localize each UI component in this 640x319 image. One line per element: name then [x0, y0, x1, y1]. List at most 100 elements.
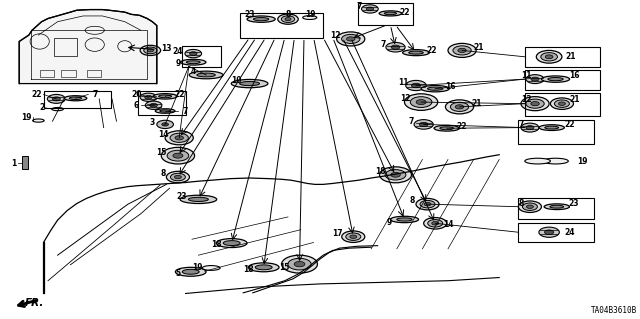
Text: TA04B3610B: TA04B3610B: [591, 306, 637, 315]
Text: 21: 21: [471, 99, 481, 108]
Text: 19: 19: [577, 157, 588, 166]
Text: 4: 4: [191, 67, 196, 76]
Text: 20: 20: [131, 90, 141, 99]
Text: 22: 22: [174, 90, 184, 99]
Circle shape: [424, 203, 431, 206]
Circle shape: [559, 102, 565, 105]
Circle shape: [380, 167, 412, 183]
Circle shape: [550, 98, 573, 109]
Text: 18: 18: [375, 167, 385, 176]
Circle shape: [451, 102, 468, 111]
Text: FR.: FR.: [24, 298, 44, 308]
Text: 7: 7: [92, 90, 97, 99]
Circle shape: [157, 120, 173, 129]
Circle shape: [346, 233, 361, 241]
Circle shape: [366, 7, 374, 11]
Circle shape: [390, 172, 401, 177]
Circle shape: [531, 77, 539, 81]
Text: 22: 22: [399, 8, 410, 17]
Circle shape: [453, 46, 471, 55]
Circle shape: [414, 120, 433, 129]
Text: 21: 21: [570, 95, 580, 104]
Ellipse shape: [160, 110, 170, 112]
Circle shape: [285, 18, 291, 21]
Text: 7: 7: [183, 107, 188, 115]
Ellipse shape: [548, 78, 563, 81]
Text: 21: 21: [474, 43, 484, 52]
Circle shape: [458, 48, 467, 53]
Text: 7: 7: [408, 117, 413, 126]
Text: 18: 18: [211, 241, 221, 249]
Bar: [525, 93, 600, 116]
Circle shape: [527, 205, 533, 208]
Ellipse shape: [390, 216, 419, 223]
Ellipse shape: [541, 76, 570, 82]
Bar: [138, 91, 186, 115]
Ellipse shape: [539, 125, 564, 130]
Text: 14: 14: [158, 130, 168, 139]
Ellipse shape: [64, 96, 87, 101]
Circle shape: [288, 258, 311, 270]
Circle shape: [173, 153, 183, 158]
Text: 13: 13: [161, 44, 172, 53]
Ellipse shape: [239, 82, 260, 86]
Circle shape: [161, 147, 195, 164]
Circle shape: [518, 201, 541, 212]
Bar: [518, 120, 594, 144]
Bar: [61, 70, 76, 77]
Circle shape: [362, 5, 378, 13]
Text: 5: 5: [175, 269, 180, 278]
Text: 15: 15: [156, 148, 166, 157]
Circle shape: [282, 255, 317, 273]
Circle shape: [445, 100, 474, 114]
Text: 23: 23: [177, 192, 187, 201]
Text: 23: 23: [244, 10, 255, 19]
Circle shape: [545, 55, 553, 59]
Circle shape: [541, 53, 557, 61]
Ellipse shape: [52, 108, 63, 111]
Ellipse shape: [434, 125, 460, 131]
Circle shape: [536, 50, 562, 63]
Text: 16: 16: [570, 71, 580, 80]
Circle shape: [175, 175, 181, 179]
Circle shape: [522, 203, 538, 211]
Ellipse shape: [255, 265, 272, 270]
Ellipse shape: [440, 127, 454, 130]
Text: 9: 9: [387, 218, 392, 227]
Ellipse shape: [403, 49, 429, 56]
Text: 7: 7: [380, 40, 385, 48]
Text: 24: 24: [564, 228, 575, 237]
Circle shape: [432, 222, 438, 225]
Circle shape: [167, 150, 189, 161]
Bar: [240, 13, 323, 38]
Ellipse shape: [197, 73, 215, 77]
Circle shape: [545, 230, 554, 234]
Text: 14: 14: [443, 220, 453, 229]
Circle shape: [526, 75, 544, 84]
Circle shape: [385, 170, 406, 180]
Bar: [22, 156, 28, 169]
Bar: [518, 223, 594, 242]
Circle shape: [531, 101, 540, 106]
Circle shape: [424, 218, 447, 229]
Bar: [87, 70, 101, 77]
Ellipse shape: [186, 61, 200, 63]
Bar: [182, 46, 221, 67]
Text: 8: 8: [161, 169, 166, 178]
Circle shape: [342, 231, 365, 242]
Text: 1: 1: [12, 159, 17, 168]
Ellipse shape: [253, 18, 269, 21]
Circle shape: [337, 32, 365, 46]
Text: 2: 2: [39, 103, 44, 112]
Ellipse shape: [544, 204, 570, 210]
Ellipse shape: [153, 94, 177, 99]
Bar: [358, 3, 413, 25]
Circle shape: [539, 227, 559, 237]
Ellipse shape: [175, 267, 206, 276]
Circle shape: [144, 47, 157, 54]
Bar: [525, 70, 600, 90]
Circle shape: [147, 49, 154, 52]
Circle shape: [278, 14, 298, 24]
Text: 22: 22: [457, 122, 467, 130]
Ellipse shape: [189, 71, 223, 79]
